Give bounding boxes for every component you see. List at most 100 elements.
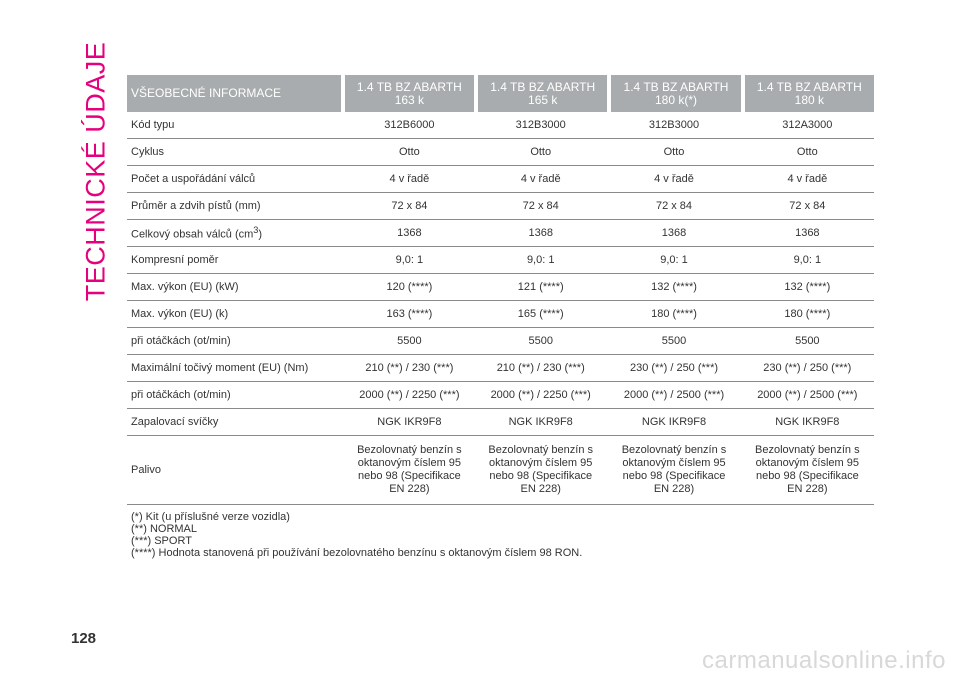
row-label: Maximální točivý moment (EU) (Nm) — [127, 355, 345, 382]
header-col-1: 1.4 TB BZ ABARTH 163 k — [344, 75, 475, 112]
row-label: Celkový obsah válců (cm3) — [127, 220, 345, 247]
row-label-text: při otáčkách (ot/min) — [131, 388, 231, 401]
row-value-col-3: 312B3000 — [607, 112, 741, 139]
table-row: Kód typu 312B6000 312B3000 312B3000 312A3000 — [127, 112, 874, 139]
row-label-text: Kompresní poměr — [131, 253, 219, 266]
row-value-col-2: 72 x 84 — [474, 193, 608, 220]
row-value-col-1: 210 (**) / 230 (***) — [344, 355, 475, 382]
page-number: 128 — [71, 630, 97, 647]
row-label-text: Průměr a zdvih pístů (mm) — [131, 199, 261, 212]
row-value-col-3: 132 (****) — [607, 274, 741, 301]
row-label: při otáčkách (ot/min) — [127, 382, 345, 409]
fuel-line: Bezolovnatý benzín s — [755, 444, 860, 456]
row-label-text: Cyklus — [131, 145, 165, 158]
row-label-text: Zapalovací svíčky — [131, 415, 219, 428]
row-label: Počet a uspořádání válců — [127, 166, 345, 193]
spec-table: VŠEOBECNÉ INFORMACE 1.4 TB BZ ABARTH 163… — [127, 75, 874, 505]
row-value-col-4: 132 (****) — [740, 274, 874, 301]
row-label-text: Max. výkon (EU) (k) — [131, 307, 229, 320]
table-row: při otáčkách (ot/min) 5500 5500 5500 5500 — [127, 328, 874, 355]
row-label: Kompresní poměr — [127, 247, 345, 274]
table-header-row: VŠEOBECNÉ INFORMACE 1.4 TB BZ ABARTH 163… — [127, 75, 874, 112]
footnotes: (*) Kit (u příslušné verze vozidla) (**)… — [131, 511, 582, 559]
row-label: při otáčkách (ot/min) — [127, 328, 345, 355]
row-value-col-2: 2000 (**) / 2250 (***) — [474, 382, 608, 409]
table-row: Max. výkon (EU) (kW) 120 (****) 121 (****)… — [127, 274, 874, 301]
row-value-col-1: 9,0: 1 — [344, 247, 475, 274]
row-value-col-1: 1368 — [344, 220, 475, 247]
row-value-col-3: 72 x 84 — [607, 193, 741, 220]
row-value-col-4: 72 x 84 — [740, 193, 874, 220]
row-value-col-3: 4 v řadě — [607, 166, 741, 193]
row-value-col-4: NGK IKR9F8 — [740, 409, 874, 436]
fuel-line: EN 228) — [520, 483, 561, 495]
row-value-col-2: 210 (**) / 230 (***) — [474, 355, 608, 382]
row-value-col-3: 9,0: 1 — [607, 247, 741, 274]
table-row: Celkový obsah válců (cm3) 1368 1368 1368 136… — [127, 220, 874, 247]
row-value-col-3: Otto — [607, 139, 741, 166]
row-label-text: Celkový obsah válců (cm — [131, 228, 254, 241]
row-value-col-2: 5500 — [474, 328, 608, 355]
row-value-col-2: Otto — [474, 139, 608, 166]
row-value-col-2: NGK IKR9F8 — [474, 409, 608, 436]
row-value-col-2: 165 (****) — [474, 301, 608, 328]
table-row: Cyklus Otto Otto Otto Otto — [127, 139, 874, 166]
row-label: Zapalovací svíčky — [127, 409, 345, 436]
row-label-text: při otáčkách (ot/min) — [131, 334, 231, 347]
header-col-2-line1: 1.4 TB BZ ABARTH — [490, 79, 596, 94]
fuel-line: oktanovým číslem 95 — [755, 457, 859, 469]
row-label: Max. výkon (EU) (kW) — [127, 274, 345, 301]
row-value-col-1: 163 (****) — [344, 301, 475, 328]
table-row: Kompresní poměr 9,0: 1 9,0: 1 9,0: 1 9,0: 1 — [127, 247, 874, 274]
table-row: Průměr a zdvih pístů (mm) 72 x 84 72 x 84 7… — [127, 193, 874, 220]
fuel-line: Bezolovnatý benzín s — [621, 444, 727, 456]
row-label-superscript: 3 — [253, 225, 259, 236]
row-value-col-2: 4 v řadě — [474, 166, 608, 193]
row-value-col-4: 9,0: 1 — [740, 247, 874, 274]
fuel-line: EN 228) — [653, 483, 695, 495]
row-value-col-1: 312B6000 — [344, 112, 475, 139]
row-value-col-4: 230 (**) / 250 (***) — [740, 355, 874, 382]
row-value-col-3: 5500 — [607, 328, 741, 355]
header-col-4-line1: 1.4 TB BZ ABARTH — [756, 79, 862, 94]
row-value-col-1: 120 (****) — [344, 274, 475, 301]
row-label-text: Počet a uspořádání válců — [131, 172, 256, 185]
footnote: (****) Hodnota stanovená při používání b… — [131, 547, 583, 559]
row-label: Kód typu — [127, 112, 345, 139]
row-value-col-4: 180 (****) — [740, 301, 874, 328]
header-col-1-line1: 1.4 TB BZ ABARTH — [356, 79, 462, 94]
section-title: TECHNICKÉ ÚDAJE — [70, 41, 122, 301]
table-row: Zapalovací svíčky NGK IKR9F8 NGK IKR9F8 NGK… — [127, 409, 874, 436]
watermark: carmanualsonline.info — [702, 647, 946, 674]
fuel-cell-2: Bezolovnatý benzín s oktanovým číslem 95… — [474, 436, 608, 505]
row-value-col-1: NGK IKR9F8 — [344, 409, 475, 436]
footnote: (**) NORMAL — [131, 523, 198, 535]
fuel-cell-3: Bezolovnatý benzín s oktanovým číslem 95… — [607, 436, 741, 505]
row-value-col-2: 121 (****) — [474, 274, 608, 301]
fuel-line: oktanovým číslem 95 — [622, 457, 726, 469]
row-value-col-4: 4 v řadě — [740, 166, 874, 193]
header-col-3-line2: 180 k(*) — [654, 92, 698, 107]
row-value-col-1: 5500 — [344, 328, 475, 355]
row-value-col-4: 2000 (**) / 2500 (***) — [740, 382, 874, 409]
row-label: Cyklus — [127, 139, 345, 166]
row-value-col-4: Otto — [740, 139, 874, 166]
row-label-text: Kód typu — [131, 118, 175, 131]
header-col-1-line2: 163 k — [394, 92, 425, 107]
header-col-3-line1: 1.4 TB BZ ABARTH — [623, 79, 729, 94]
footnote: (***) SPORT — [131, 535, 192, 547]
row-value-col-1: Otto — [344, 139, 475, 166]
table-row: při otáčkách (ot/min) 2000 (**) / 2250 (*… — [127, 382, 874, 409]
row-label: Průměr a zdvih pístů (mm) — [127, 193, 345, 220]
fuel-line: EN 228) — [389, 483, 430, 495]
fuel-cell-1: Bezolovnatý benzín s oktanovým číslem 95… — [344, 436, 475, 505]
row-value-col-1: 4 v řadě — [344, 166, 475, 193]
row-value-col-2: 9,0: 1 — [474, 247, 608, 274]
table-row: Maximální točivý moment (EU) (Nm) 210 (**… — [127, 355, 874, 382]
table-row-fuel: Palivo Bezolovnatý benzín s oktanovým čí… — [127, 436, 874, 505]
header-col-2: 1.4 TB BZ ABARTH 165 k — [474, 75, 608, 112]
row-value-col-3: 180 (****) — [607, 301, 741, 328]
fuel-line: nebo 98 (Specifikace — [755, 470, 859, 482]
header-col-4: 1.4 TB BZ ABARTH 180 k — [740, 75, 874, 112]
row-label-text: Max. výkon (EU) (kW) — [131, 280, 239, 293]
